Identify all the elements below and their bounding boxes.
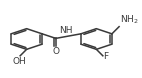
Text: NH: NH [60,26,73,35]
Text: OH: OH [13,57,26,66]
Text: F: F [104,52,109,61]
Text: NH$_2$: NH$_2$ [120,14,139,26]
Text: O: O [53,47,60,56]
